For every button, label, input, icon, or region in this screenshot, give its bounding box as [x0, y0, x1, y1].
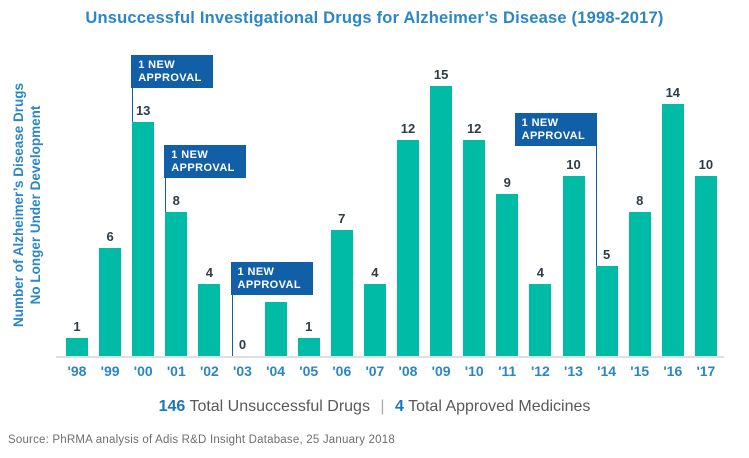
callout-connector-line: [231, 295, 233, 356]
bar-15: [628, 212, 651, 356]
callout-connector-line: [595, 146, 597, 266]
approval-callout-01: 1 NEW APPROVAL: [164, 145, 247, 178]
bar-08: [397, 140, 419, 356]
x-tick-label: '07: [365, 363, 385, 379]
bar-16: [661, 104, 684, 356]
bar-10: [463, 140, 486, 356]
bar-value-label: 9: [503, 175, 511, 190]
x-tick-label: '10: [464, 363, 484, 379]
bar-99: [99, 248, 122, 356]
bar-value-label: 4: [371, 265, 379, 280]
bar-value-label: 4: [536, 265, 544, 280]
chart-title: Unsuccessful Investigational Drugs for A…: [85, 9, 664, 27]
summary-separator: |: [380, 398, 385, 415]
bar-00: [132, 122, 155, 356]
bar-value-label: 10: [566, 157, 581, 172]
bar-14: [595, 266, 618, 356]
bar-05: [297, 338, 320, 356]
bar-04: [264, 302, 287, 356]
bar-value-label: 1: [305, 319, 313, 334]
bar-value-label: 12: [400, 121, 416, 136]
y-axis-label-line1: Number of Alzheimer’s Disease Drugs: [11, 82, 26, 328]
callout-connector-line: [165, 178, 167, 212]
bar-value-label: 14: [665, 85, 681, 100]
bar-13: [562, 176, 585, 356]
bar-value-label: 4: [205, 265, 213, 280]
bar-value-label: 15: [433, 67, 449, 82]
approval-callout-00: 1 NEW APPROVAL: [131, 55, 214, 88]
approval-callout-03: 1 NEW APPROVAL: [230, 262, 313, 295]
callout-connector-line: [132, 88, 134, 122]
bar-value-label: 10: [698, 157, 714, 172]
bar-value-label: 8: [636, 193, 644, 208]
y-axis-label: Number of Alzheimer’s Disease Drugs No L…: [10, 47, 44, 363]
bar-06: [330, 230, 353, 356]
total-approved-count: 4: [395, 398, 404, 415]
x-axis-baseline: [56, 356, 724, 358]
bar-01: [165, 212, 188, 356]
x-tick-label: '05: [299, 363, 319, 379]
bar-17: [694, 176, 717, 356]
bar-value-label: 0: [238, 337, 247, 352]
x-tick-label: '00: [133, 363, 153, 379]
x-tick-label: '16: [663, 363, 683, 379]
bar-value-label: 7: [338, 211, 346, 226]
approval-callout-14: 1 NEW APPROVAL: [514, 113, 597, 146]
bar-12: [529, 284, 552, 356]
x-tick-label: '11: [498, 363, 517, 379]
bar-value-label: 12: [466, 121, 482, 136]
x-tick-label: '04: [266, 363, 286, 379]
bar-value-label: 1: [73, 319, 81, 334]
x-tick-label: '99: [100, 363, 120, 379]
bar-value-label: 5: [602, 247, 611, 262]
x-tick-label: '01: [166, 363, 186, 379]
bar-09: [430, 86, 453, 356]
x-tick-label: '14: [597, 363, 617, 379]
source-note: Source: PhRMA analysis of Adis R&D Insig…: [8, 434, 395, 446]
bar-07: [363, 284, 386, 356]
bar-02: [198, 284, 221, 356]
summary-line: 146 Total Unsuccessful Drugs | 4 Total A…: [0, 398, 749, 416]
total-unsuccessful-label: Total Unsuccessful Drugs: [189, 398, 370, 415]
x-tick-label: '03: [233, 363, 252, 379]
total-approved-label: Total Approved Medicines: [408, 398, 591, 415]
x-tick-label: '09: [431, 363, 451, 379]
x-tick-label: '98: [67, 363, 87, 379]
y-axis-label-line2: No Longer Under Development: [28, 105, 43, 305]
total-unsuccessful-count: 146: [158, 398, 186, 415]
bar-value-label: 6: [106, 229, 114, 244]
x-tick-label: '13: [564, 363, 583, 379]
bar-value-label: 13: [135, 103, 151, 118]
bar-98: [66, 338, 88, 356]
bar-11: [496, 194, 519, 356]
x-tick-label: '12: [530, 363, 550, 379]
x-tick-label: '08: [398, 363, 418, 379]
x-tick-label: '15: [630, 363, 650, 379]
bar-value-label: 8: [172, 193, 180, 208]
x-tick-label: '17: [696, 363, 716, 379]
x-tick-label: '06: [332, 363, 352, 379]
x-tick-label: '02: [199, 363, 219, 379]
